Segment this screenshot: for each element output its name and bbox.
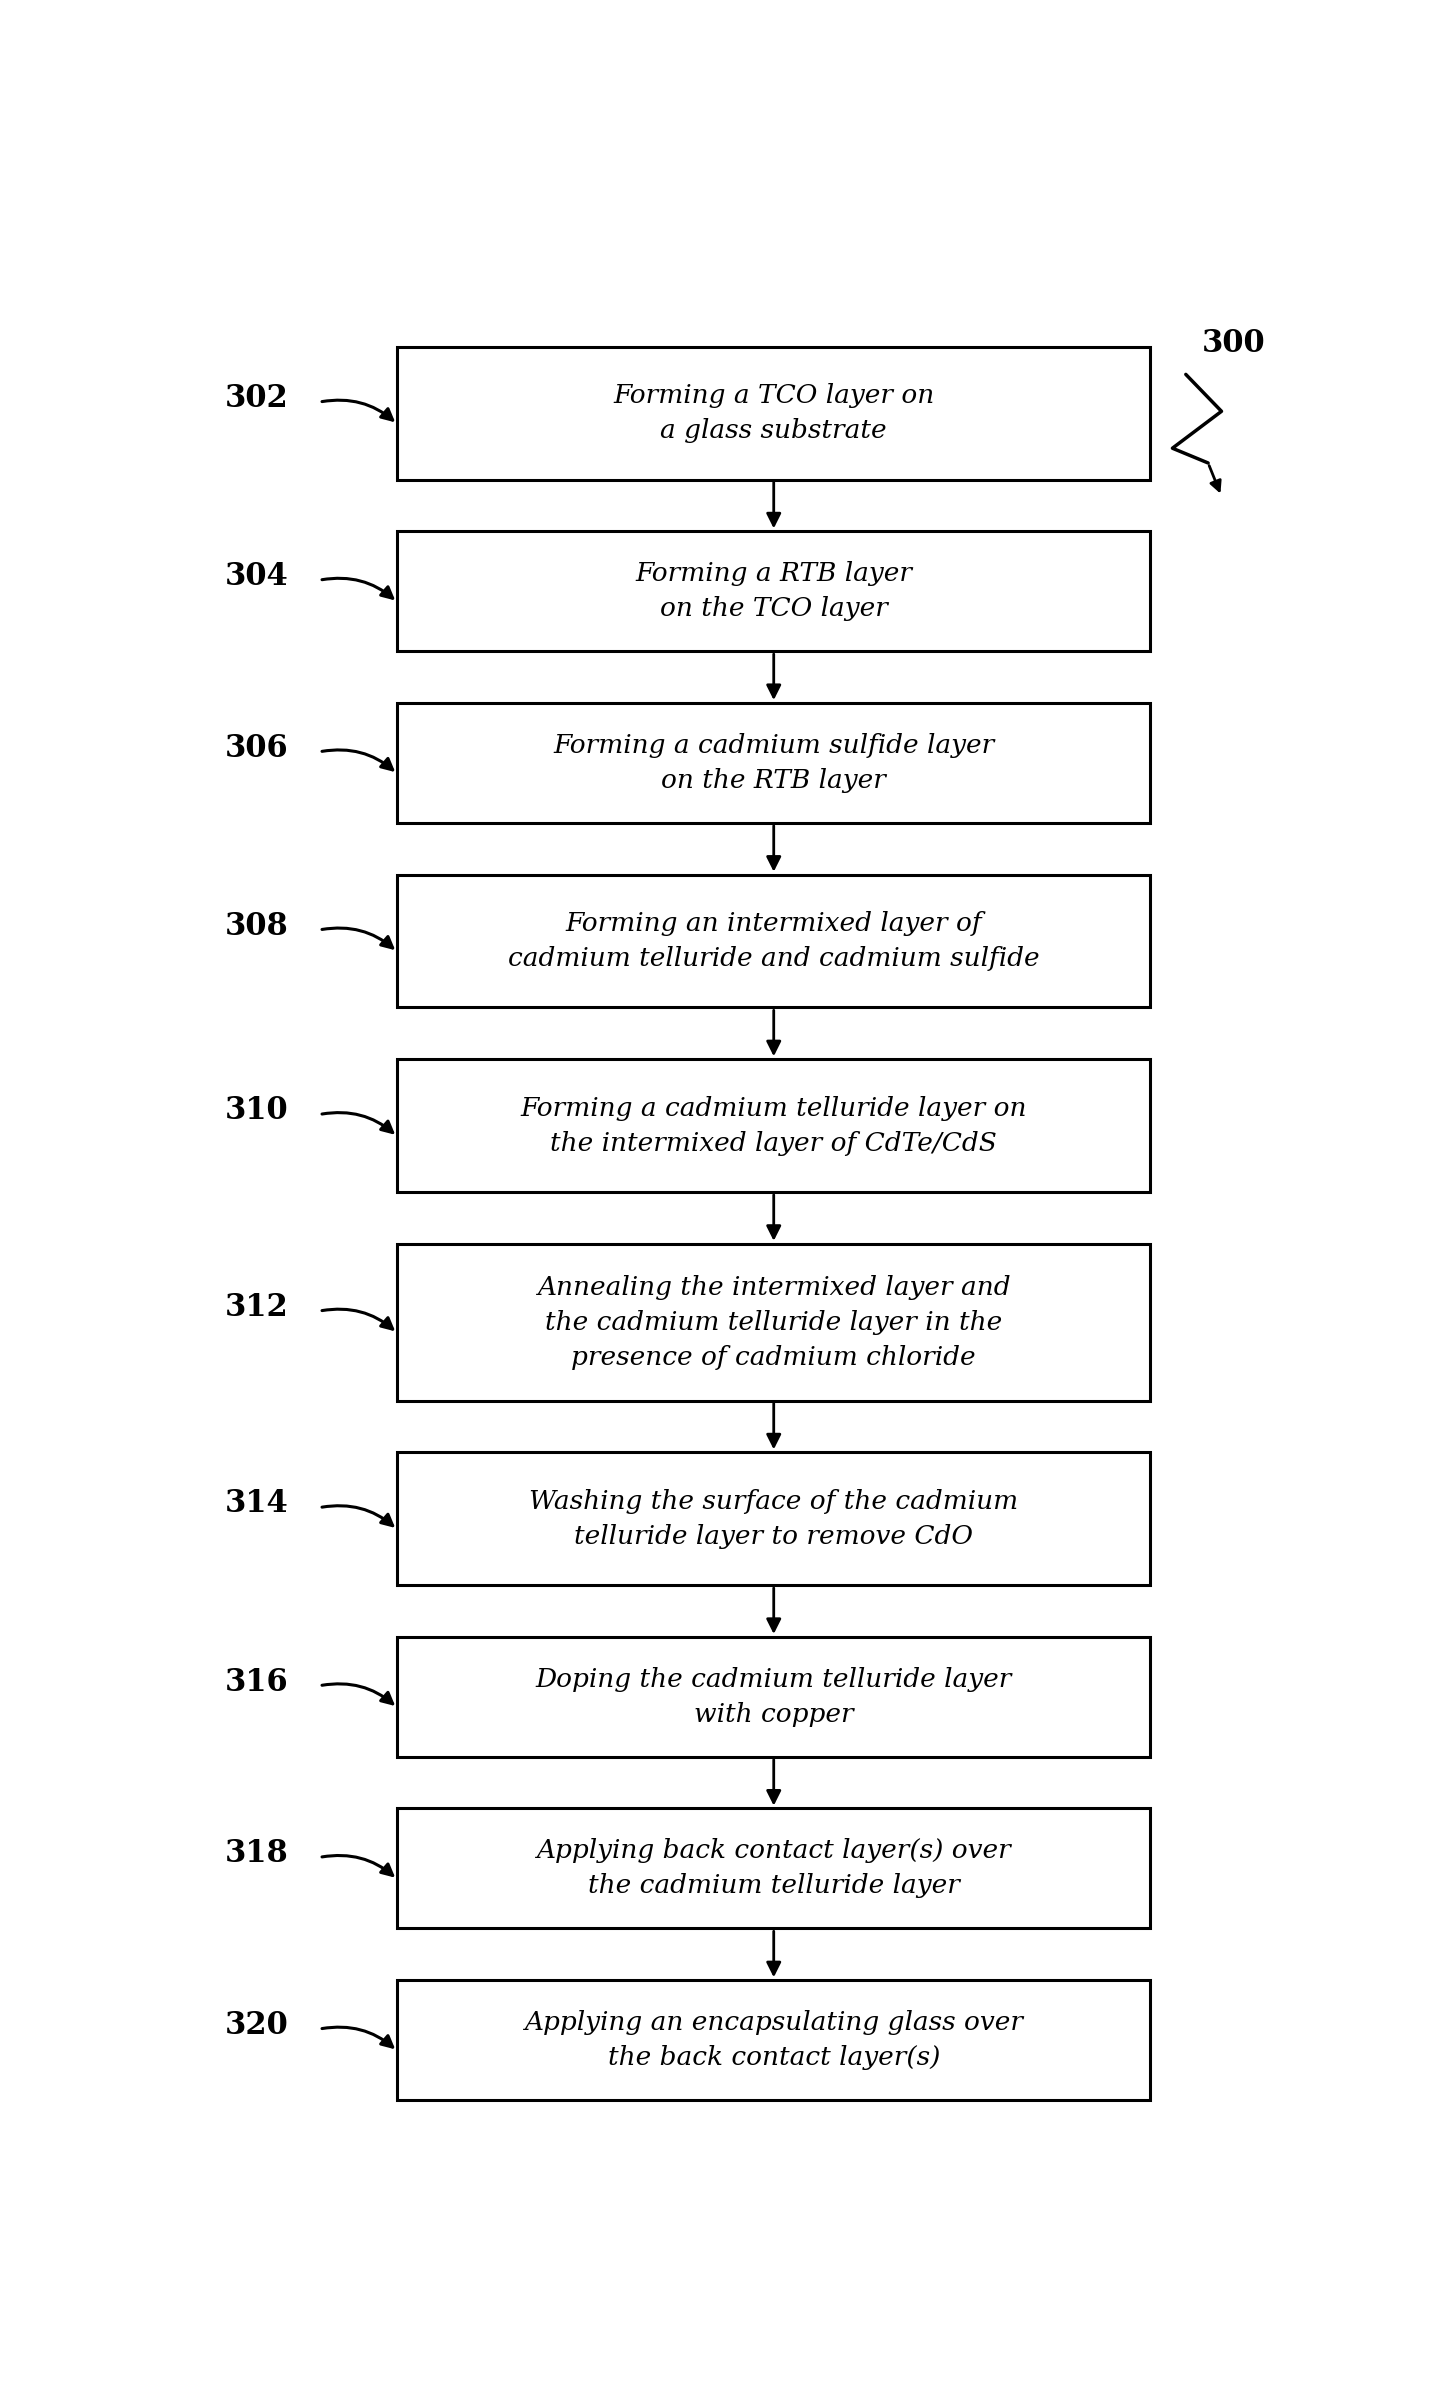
Text: Forming an intermixed layer of
cadmium telluride and cadmium sulfide: Forming an intermixed layer of cadmium t… <box>508 911 1039 971</box>
Text: 304: 304 <box>224 561 288 592</box>
Text: Applying an encapsulating glass over
the back contact layer(s): Applying an encapsulating glass over the… <box>524 2011 1023 2071</box>
Text: Applying back contact layer(s) over
the cadmium telluride layer: Applying back contact layer(s) over the … <box>537 1838 1012 1898</box>
Text: Doping the cadmium telluride layer
with copper: Doping the cadmium telluride layer with … <box>535 1666 1012 1726</box>
Bar <box>397 702 1150 822</box>
Bar <box>397 1059 1150 1191</box>
FancyArrowPatch shape <box>322 1683 393 1704</box>
Text: Forming a RTB layer
on the TCO layer: Forming a RTB layer on the TCO layer <box>635 561 912 621</box>
Text: Forming a TCO layer on
a glass substrate: Forming a TCO layer on a glass substrate <box>613 384 934 443</box>
FancyArrowPatch shape <box>322 1855 393 1874</box>
FancyArrowPatch shape <box>322 1505 393 1527</box>
FancyArrowPatch shape <box>322 2028 393 2047</box>
Text: 316: 316 <box>224 1666 288 1697</box>
FancyArrowPatch shape <box>322 1309 393 1328</box>
Text: 312: 312 <box>224 1292 288 1323</box>
Bar <box>397 1453 1150 1584</box>
Text: Forming a cadmium sulfide layer
on the RTB layer: Forming a cadmium sulfide layer on the R… <box>553 733 994 793</box>
Text: 306: 306 <box>224 733 288 765</box>
Text: 318: 318 <box>224 1838 288 1870</box>
Bar <box>397 875 1150 1007</box>
Bar <box>397 532 1150 652</box>
Bar <box>397 1637 1150 1757</box>
Text: 302: 302 <box>224 384 288 415</box>
Text: 320: 320 <box>224 2009 288 2040</box>
Text: 308: 308 <box>224 911 288 942</box>
FancyArrowPatch shape <box>322 750 393 769</box>
Text: Washing the surface of the cadmium
telluride layer to remove CdO: Washing the surface of the cadmium tellu… <box>530 1489 1019 1548</box>
Bar <box>397 1244 1150 1400</box>
Bar <box>397 348 1150 479</box>
Text: Forming a cadmium telluride layer on
the intermixed layer of CdTe/CdS: Forming a cadmium telluride layer on the… <box>521 1095 1027 1155</box>
Bar <box>397 1807 1150 1930</box>
Bar <box>397 1980 1150 2100</box>
Text: 300: 300 <box>1202 328 1265 360</box>
FancyArrowPatch shape <box>322 578 393 599</box>
FancyArrowPatch shape <box>322 928 393 947</box>
FancyArrowPatch shape <box>322 1112 393 1131</box>
Text: 310: 310 <box>224 1095 288 1127</box>
FancyArrowPatch shape <box>322 400 393 419</box>
Text: Annealing the intermixed layer and
the cadmium telluride layer in the
presence o: Annealing the intermixed layer and the c… <box>537 1275 1010 1369</box>
Text: 314: 314 <box>224 1489 288 1520</box>
